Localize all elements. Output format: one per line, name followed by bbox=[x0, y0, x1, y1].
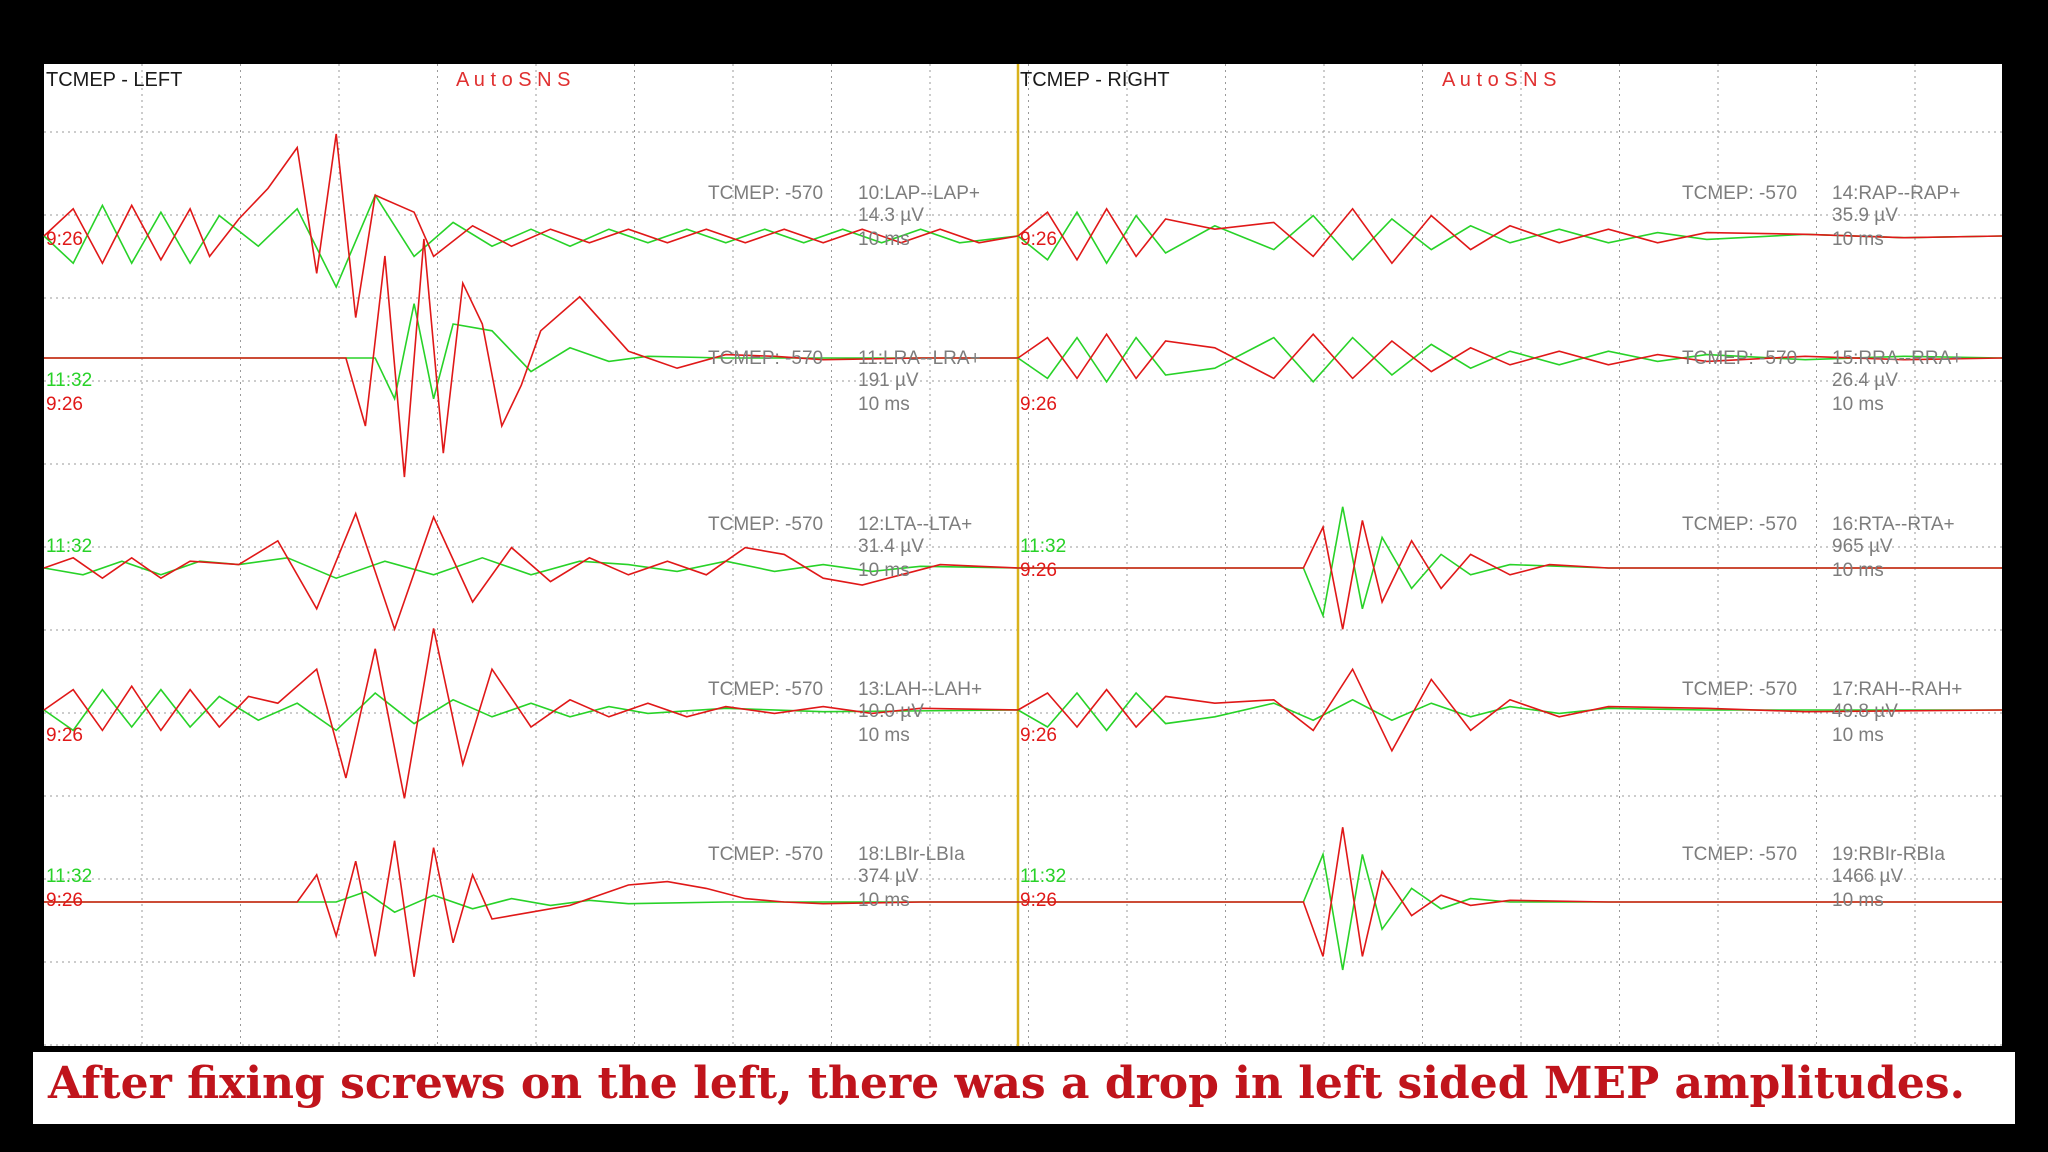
channel-tag-b: 9:26 bbox=[1020, 725, 1057, 746]
channel-timebase: 10 ms bbox=[1832, 725, 1884, 746]
channel-tag-a: 11:32 bbox=[46, 370, 92, 391]
channel-name: 19:RBIr-RBIa bbox=[1832, 844, 1945, 865]
channel-timebase: 10 ms bbox=[858, 890, 910, 911]
trace-red-19:RBIr-RBIa bbox=[1018, 827, 2002, 957]
channel-timebase: 10 ms bbox=[1832, 560, 1884, 581]
channel-amplitude: 10.0 µV bbox=[858, 701, 924, 722]
channel-amplitude: 1466 µV bbox=[1832, 866, 1903, 887]
channel-name: 13:LAH--LAH+ bbox=[858, 679, 982, 700]
trace-green-11:LRA--LRA+ bbox=[44, 303, 1018, 402]
channel-prefix: TCMEP: -570 bbox=[708, 679, 823, 700]
channel-tag-a: 11:32 bbox=[46, 866, 92, 887]
trace-red-15:RRA--RRA+ bbox=[1017, 332, 2003, 380]
trace-red-12:LTA--LTA+ bbox=[43, 511, 1019, 632]
channel-prefix: TCMEP: -570 bbox=[1682, 348, 1797, 369]
channel-amplitude: 26.4 µV bbox=[1832, 370, 1898, 391]
channel-name: 17:RAH--RAH+ bbox=[1832, 679, 1962, 700]
caption-box bbox=[33, 1052, 2015, 1124]
channel-tag-a: 11:32 bbox=[1020, 866, 1066, 887]
channel-tag-b: 9:26 bbox=[1020, 560, 1057, 581]
channel-tag-b: 9:26 bbox=[1020, 890, 1057, 911]
channel-timebase: 10 ms bbox=[1832, 890, 1884, 911]
trace-red-14:RAP--RAP+ bbox=[1017, 207, 2003, 265]
channel-amplitude: 49.8 µV bbox=[1832, 701, 1898, 722]
channel-amplitude: 965 µV bbox=[1832, 536, 1893, 557]
channel-amplitude: 191 µV bbox=[858, 370, 919, 391]
channel-prefix: TCMEP: -570 bbox=[708, 348, 823, 369]
channel-tag-b: 9:26 bbox=[1020, 229, 1057, 250]
channel-amplitude: 14.3 µV bbox=[858, 205, 924, 226]
channel-tag-b: 9:26 bbox=[46, 890, 83, 911]
channel-prefix: TCMEP: -570 bbox=[708, 183, 823, 204]
channel-prefix: TCMEP: -570 bbox=[1682, 514, 1797, 535]
channel-tag-b: 9:26 bbox=[46, 229, 83, 250]
panel-mode: A u t o S N S bbox=[456, 69, 571, 91]
traces bbox=[43, 133, 2003, 977]
trace-green-10:LAP--LAP+ bbox=[43, 193, 1019, 289]
channel-prefix: TCMEP: -570 bbox=[1682, 679, 1797, 700]
channel-timebase: 10 ms bbox=[858, 725, 910, 746]
channel-name: 15:RRA--RRA+ bbox=[1832, 348, 1962, 369]
channel-timebase: 10 ms bbox=[858, 560, 910, 581]
channel-prefix: TCMEP: -570 bbox=[1682, 844, 1797, 865]
trace-green-15:RRA--RRA+ bbox=[1017, 336, 2003, 384]
panel-title: TCMEP - RIGHT bbox=[1020, 69, 1170, 91]
trace-red-17:RAH--RAH+ bbox=[1017, 667, 2003, 753]
trace-green-13:LAH--LAH+ bbox=[43, 688, 1019, 732]
channel-prefix: TCMEP: -570 bbox=[708, 844, 823, 865]
channel-timebase: 10 ms bbox=[1832, 394, 1884, 415]
trace-red-11:LRA--LRA+ bbox=[44, 238, 1018, 478]
channel-name: 18:LBIr-LBIa bbox=[858, 844, 965, 865]
channel-tag-a: 11:32 bbox=[46, 536, 92, 557]
channel-timebase: 10 ms bbox=[858, 394, 910, 415]
channel-amplitude: 374 µV bbox=[858, 866, 919, 887]
trace-green-18:LBIr-LBIa bbox=[44, 890, 1018, 914]
trace-red-10:LAP--LAP+ bbox=[43, 133, 1019, 318]
channel-tag-b: 9:26 bbox=[1020, 394, 1057, 415]
trace-green-14:RAP--RAP+ bbox=[1017, 210, 2003, 265]
channel-tag-b: 9:26 bbox=[46, 725, 83, 746]
trace-red-18:LBIr-LBIa bbox=[44, 840, 1018, 977]
caption: After fixing screws on the left, there w… bbox=[48, 1058, 1965, 1109]
channel-amplitude: 31.4 µV bbox=[858, 536, 924, 557]
trace-red-16:RTA--RTA+ bbox=[1018, 520, 2002, 630]
labels: TCMEP - LEFT A u t o S N S TCMEP - RIGHT A … bbox=[46, 69, 1962, 911]
channel-timebase: 10 ms bbox=[1832, 229, 1884, 250]
channel-name: 11:LRA--LRA+ bbox=[858, 348, 981, 369]
trace-red-13:LAH--LAH+ bbox=[43, 628, 1019, 799]
channel-prefix: TCMEP: -570 bbox=[708, 514, 823, 535]
channel-name: 10:LAP--LAP+ bbox=[858, 183, 980, 204]
channel-amplitude: 35.9 µV bbox=[1832, 205, 1898, 226]
channel-prefix: TCMEP: -570 bbox=[1682, 183, 1797, 204]
trace-green-19:RBIr-RBIa bbox=[1018, 851, 2002, 971]
trace-green-16:RTA--RTA+ bbox=[1018, 506, 2002, 619]
panel-mode: A u t o S N S bbox=[1442, 69, 1557, 91]
grid bbox=[44, 64, 2002, 1046]
channel-tag-b: 9:26 bbox=[46, 394, 83, 415]
channel-name: 14:RAP--RAP+ bbox=[1832, 183, 1960, 204]
channel-tag-a: 11:32 bbox=[1020, 536, 1066, 557]
channel-name: 12:LTA--LTA+ bbox=[858, 514, 972, 535]
trace-green-17:RAH--RAH+ bbox=[1017, 691, 2002, 732]
panel-title: TCMEP - LEFT bbox=[46, 69, 182, 91]
channel-timebase: 10 ms bbox=[858, 229, 910, 250]
channel-name: 16:RTA--RTA+ bbox=[1832, 514, 1955, 535]
